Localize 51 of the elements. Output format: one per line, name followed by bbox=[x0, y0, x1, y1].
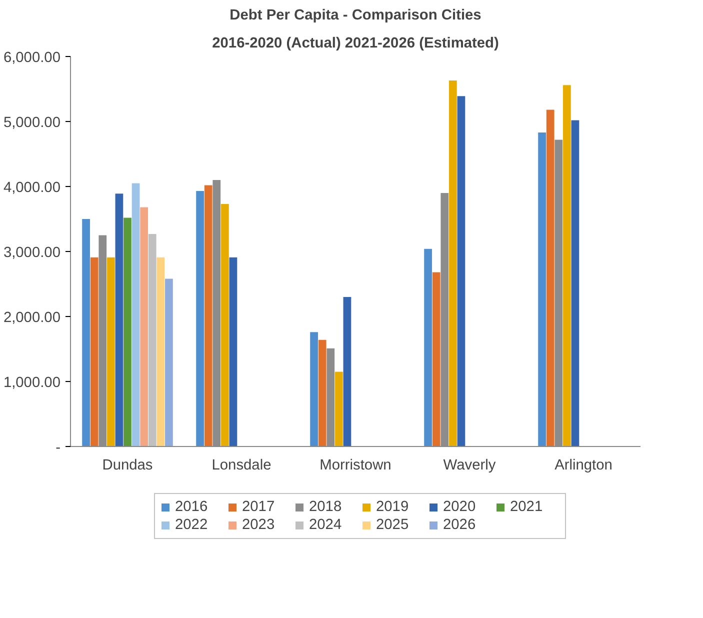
legend-label: 2025 bbox=[376, 517, 410, 533]
y-tick-label: 6,000.00 bbox=[3, 50, 61, 66]
y-tick-label: 3,000.00 bbox=[3, 245, 61, 261]
x-tick-label: Waverly bbox=[443, 458, 496, 474]
bar bbox=[220, 204, 229, 446]
y-tick-label: 4,000.00 bbox=[3, 180, 61, 196]
bar bbox=[457, 96, 466, 446]
bar bbox=[106, 257, 115, 446]
legend-label: 2018 bbox=[309, 499, 343, 515]
bar bbox=[538, 132, 546, 446]
bar bbox=[229, 257, 238, 446]
bar bbox=[156, 257, 165, 446]
x-tick-label: Morristown bbox=[320, 458, 392, 474]
bar bbox=[132, 183, 140, 446]
chart-title: Debt Per Capita - Comparison Cities bbox=[230, 8, 482, 24]
bar bbox=[546, 110, 554, 446]
bar bbox=[562, 85, 571, 446]
bar bbox=[334, 372, 343, 446]
chart-subtitle: 2016-2020 (Actual) 2021-2026 (Estimated) bbox=[212, 36, 499, 52]
x-tick-label: Dundas bbox=[102, 458, 153, 474]
legend-label: 2022 bbox=[175, 517, 209, 533]
legend-label: 2016 bbox=[175, 499, 209, 515]
bar bbox=[310, 332, 318, 446]
bar bbox=[196, 191, 204, 446]
bar bbox=[140, 207, 148, 446]
legend-label: 2020 bbox=[443, 499, 477, 515]
y-tick-label: 1,000.00 bbox=[3, 375, 61, 391]
y-tick-label: 5,000.00 bbox=[3, 115, 61, 131]
bar bbox=[165, 278, 173, 446]
bar bbox=[82, 219, 90, 446]
bar bbox=[432, 272, 440, 446]
bar bbox=[571, 120, 580, 446]
legend-label: 2017 bbox=[242, 499, 276, 515]
bar bbox=[148, 234, 156, 446]
bar bbox=[90, 257, 98, 446]
bar bbox=[115, 194, 124, 446]
x-tick-label: Arlington bbox=[554, 458, 612, 474]
x-tick-label: Lonsdale bbox=[212, 458, 272, 474]
bar bbox=[343, 297, 352, 446]
legend-label: 2023 bbox=[242, 517, 276, 533]
legend-label: 2026 bbox=[443, 517, 477, 533]
legend-label: 2021 bbox=[510, 499, 544, 515]
y-tick-label: - bbox=[56, 440, 61, 456]
bar bbox=[318, 340, 326, 446]
bar bbox=[424, 248, 432, 446]
bar bbox=[124, 218, 132, 446]
legend-label: 2024 bbox=[309, 517, 343, 533]
bar bbox=[448, 80, 457, 446]
legend-label: 2019 bbox=[376, 499, 410, 515]
y-tick-label: 2,000.00 bbox=[3, 310, 61, 326]
bar bbox=[204, 185, 212, 446]
